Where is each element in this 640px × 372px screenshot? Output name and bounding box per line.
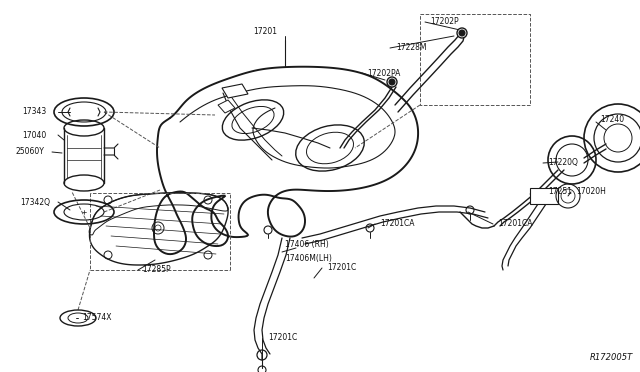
Text: 17406 (RH): 17406 (RH) — [285, 241, 329, 250]
Text: 17201C: 17201C — [268, 334, 297, 343]
Text: 17040: 17040 — [22, 131, 46, 140]
Text: 17220Q: 17220Q — [548, 158, 578, 167]
Bar — [530, 188, 558, 204]
Text: 17342Q: 17342Q — [20, 198, 50, 206]
Text: 17240: 17240 — [600, 115, 624, 125]
Ellipse shape — [457, 28, 467, 38]
Text: 25060Y: 25060Y — [16, 148, 45, 157]
Text: 17343: 17343 — [22, 108, 46, 116]
Ellipse shape — [389, 79, 395, 85]
Text: 17251: 17251 — [548, 187, 572, 196]
Text: 17202PA: 17202PA — [367, 68, 401, 77]
Text: 17201CA: 17201CA — [380, 219, 415, 228]
Text: 17020H: 17020H — [576, 187, 606, 196]
Text: 17202P: 17202P — [430, 17, 459, 26]
Text: 17406M(LH): 17406M(LH) — [285, 253, 332, 263]
Text: 17201: 17201 — [253, 28, 277, 36]
Ellipse shape — [459, 30, 465, 36]
Ellipse shape — [387, 77, 397, 87]
Text: 17285P: 17285P — [142, 266, 171, 275]
Text: 17574X: 17574X — [82, 314, 111, 323]
Polygon shape — [218, 100, 235, 113]
Text: 17201CA: 17201CA — [498, 219, 532, 228]
Polygon shape — [222, 84, 248, 98]
Text: 17228M: 17228M — [396, 44, 426, 52]
Text: 17201C: 17201C — [327, 263, 356, 273]
Text: R172005T: R172005T — [590, 353, 633, 362]
